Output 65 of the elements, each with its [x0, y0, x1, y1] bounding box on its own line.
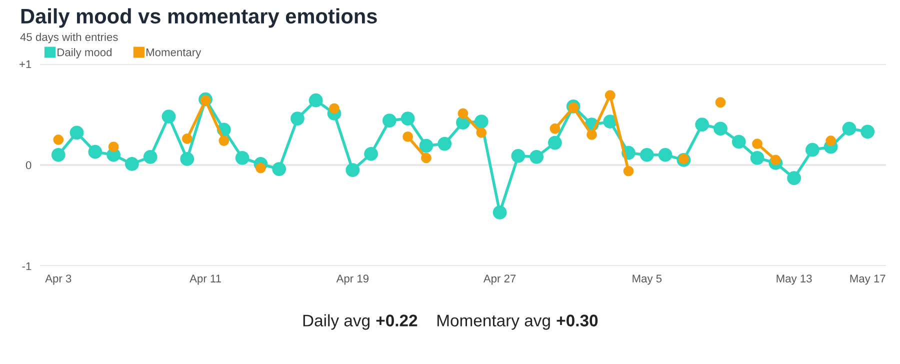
point — [732, 134, 746, 149]
point — [290, 112, 304, 126]
point — [308, 93, 323, 108]
point — [826, 136, 836, 146]
x-tick-label: May 17 — [850, 274, 886, 285]
point — [603, 114, 618, 129]
point — [787, 171, 801, 186]
point — [715, 97, 726, 108]
point — [88, 144, 102, 159]
point — [550, 123, 560, 134]
point — [180, 152, 194, 166]
y-tick-label: 0 — [26, 161, 32, 170]
point — [586, 129, 597, 140]
x-tick-label: Apr 19 — [336, 274, 368, 285]
point — [329, 103, 340, 114]
point — [421, 152, 432, 164]
point — [400, 112, 415, 126]
point — [750, 150, 764, 165]
point — [53, 134, 64, 145]
point — [604, 90, 616, 101]
point — [714, 122, 728, 136]
point — [695, 118, 710, 132]
legend-label: Momentary — [146, 48, 202, 58]
point — [530, 150, 544, 164]
point — [640, 148, 654, 162]
point — [143, 150, 158, 164]
legend-label: Daily mood — [58, 48, 112, 58]
point — [752, 138, 762, 149]
point — [419, 138, 434, 153]
point — [805, 142, 820, 157]
x-tick-label: May 5 — [632, 274, 662, 285]
point — [346, 163, 360, 177]
y-tick-label: +1 — [20, 60, 32, 68]
point — [70, 126, 84, 140]
point — [438, 136, 452, 151]
point — [235, 150, 250, 165]
point — [474, 114, 488, 129]
point — [182, 134, 192, 144]
x-tick-label: Apr 3 — [45, 274, 72, 285]
point — [162, 110, 176, 124]
x-tick-label: Apr 27 — [483, 274, 516, 285]
point — [842, 122, 856, 136]
point — [492, 206, 507, 220]
x-tick-label: May 13 — [776, 274, 812, 285]
point — [476, 127, 487, 138]
point — [511, 148, 526, 163]
point — [860, 124, 875, 139]
point — [623, 166, 634, 176]
point — [402, 132, 414, 142]
point — [272, 162, 286, 176]
chart-title: Daily mood vs momentary emotions — [21, 8, 377, 28]
point — [108, 142, 119, 152]
point — [658, 148, 672, 162]
y-tick-label: -1 — [22, 262, 32, 270]
point — [548, 136, 562, 150]
x-tick-label: Apr 11 — [190, 274, 221, 285]
point — [51, 148, 66, 162]
point — [218, 136, 230, 146]
text: Daily avg +0.22 — [303, 314, 418, 330]
point — [382, 114, 396, 128]
point — [125, 157, 139, 171]
point — [364, 146, 378, 161]
point — [458, 108, 468, 119]
text: Momentary avg +0.30 — [437, 314, 598, 330]
chart-subtitle: 45 days with entries — [20, 32, 118, 44]
